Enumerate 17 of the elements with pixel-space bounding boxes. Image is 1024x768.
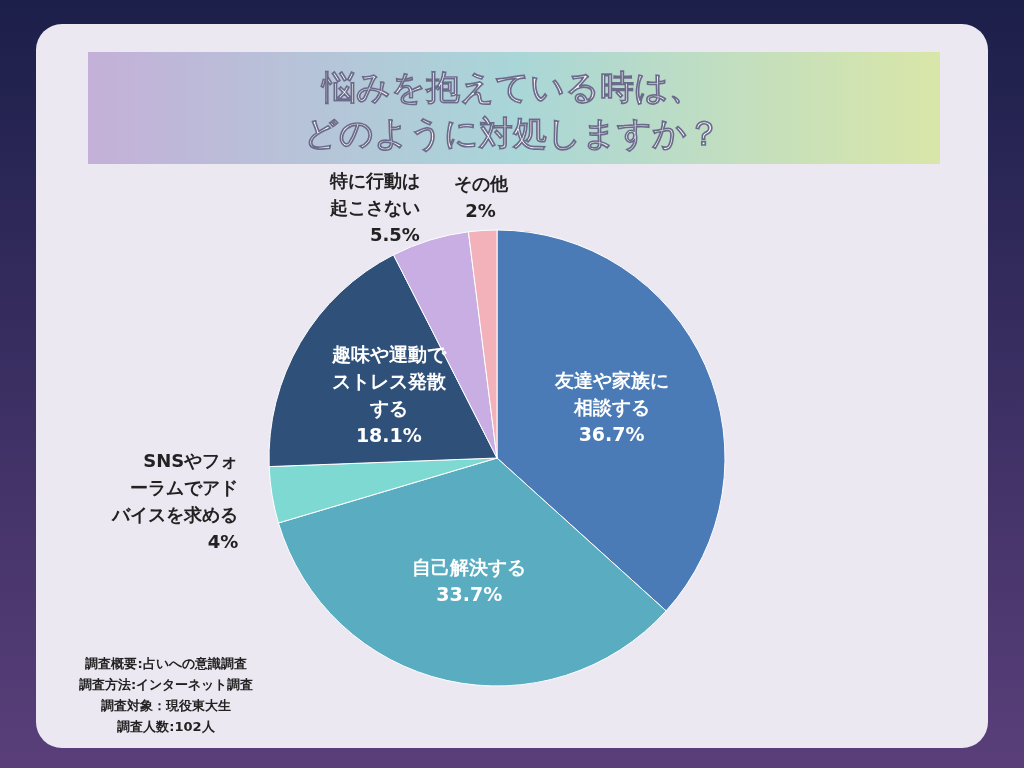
data-label: 18.1% [355, 424, 422, 447]
text: 調査方法:インターネット調査 [78, 677, 254, 692]
data-label: 36.7% [578, 423, 645, 446]
data-label: 33.7% [436, 582, 503, 605]
slice-label: 自己解決する [412, 555, 527, 578]
slice-label: 趣味や運動でストレス発散する [330, 343, 447, 420]
slice-label: 特に行動は起こさない [328, 169, 420, 218]
text: 調査人数:102人 [117, 719, 216, 734]
slice-label: その他 [453, 172, 509, 194]
chart-title: 悩みを抱えている時は、どのように対処しますか？ [303, 67, 721, 153]
text: 調査対象：現役東大生 [101, 698, 231, 713]
slice-label: 友達や家族に相談する [553, 369, 669, 419]
data-label: 5.5% [369, 223, 420, 245]
text: 調査概要:占いへの意識調査 [85, 656, 247, 671]
data-label: 2% [465, 199, 496, 221]
data-label: 4% [207, 530, 239, 552]
slice-label: SNSやフォーラムでアドバイスを求める [111, 449, 239, 525]
